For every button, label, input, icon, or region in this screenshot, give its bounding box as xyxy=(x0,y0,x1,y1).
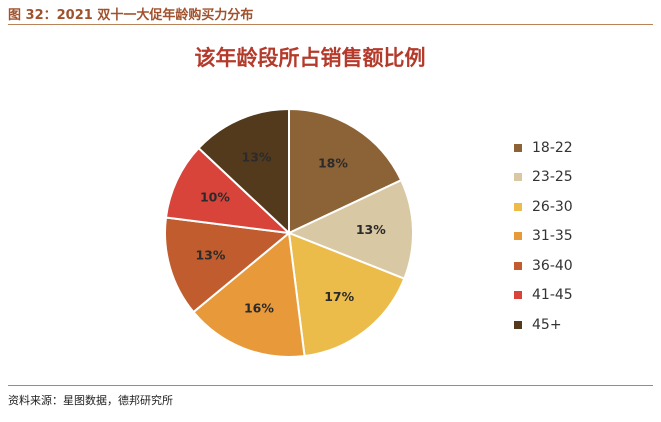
legend-item-23-25: 23-25 xyxy=(514,163,573,193)
pie-slice-18-22 xyxy=(288,107,403,235)
figure-title: 图 32：2021 双十一大促年龄购买力分布 xyxy=(8,8,254,23)
legend-item-45+: 45+ xyxy=(514,310,573,340)
slice-value-label: 18% xyxy=(318,155,348,170)
legend-item-36-40: 36-40 xyxy=(514,251,573,281)
pie-slice-41-45 xyxy=(164,146,292,235)
legend-swatch xyxy=(514,202,522,211)
legend-swatch xyxy=(514,232,522,241)
legend-swatch xyxy=(514,173,522,182)
legend-item-31-35: 31-35 xyxy=(514,222,573,252)
legend-item-41-45: 41-45 xyxy=(514,281,573,311)
slice-value-label: 13% xyxy=(356,222,386,237)
slice-value-label: 10% xyxy=(200,190,230,205)
legend-label: 23-25 xyxy=(532,169,573,186)
legend-label: 45+ xyxy=(532,316,562,333)
chart-title: 该年龄段所占销售额比例 xyxy=(194,45,426,70)
slice-value-label: 16% xyxy=(244,301,274,316)
legend-label: 36-40 xyxy=(532,257,573,274)
slice-value-label: 17% xyxy=(324,289,354,304)
slice-value-label: 13% xyxy=(195,247,225,262)
legend-label: 31-35 xyxy=(532,228,573,245)
legend-swatch xyxy=(514,320,522,329)
legend-item-18-22: 18-22 xyxy=(514,133,573,163)
header-divider xyxy=(8,24,653,25)
legend-label: 41-45 xyxy=(532,287,573,304)
legend-swatch xyxy=(514,261,522,270)
chart-legend: 18-22 23-25 26-30 31-35 36-40 41-45 45+ xyxy=(514,133,573,340)
legend-swatch xyxy=(514,143,522,152)
legend-swatch xyxy=(514,291,522,300)
pie-slice-45+ xyxy=(197,107,290,236)
slice-value-label: 13% xyxy=(242,149,272,164)
legend-item-26-30: 26-30 xyxy=(514,192,573,222)
pie-slice-23-25 xyxy=(286,178,414,280)
pie-slice-26-30 xyxy=(287,231,406,358)
footer-divider xyxy=(8,385,653,386)
pie-slice-31-35 xyxy=(192,231,306,358)
pie-slice-36-40 xyxy=(164,216,292,314)
legend-label: 18-22 xyxy=(532,139,573,156)
source-note: 资料来源：星图数据，德邦研究所 xyxy=(8,394,173,407)
legend-label: 26-30 xyxy=(532,198,573,215)
